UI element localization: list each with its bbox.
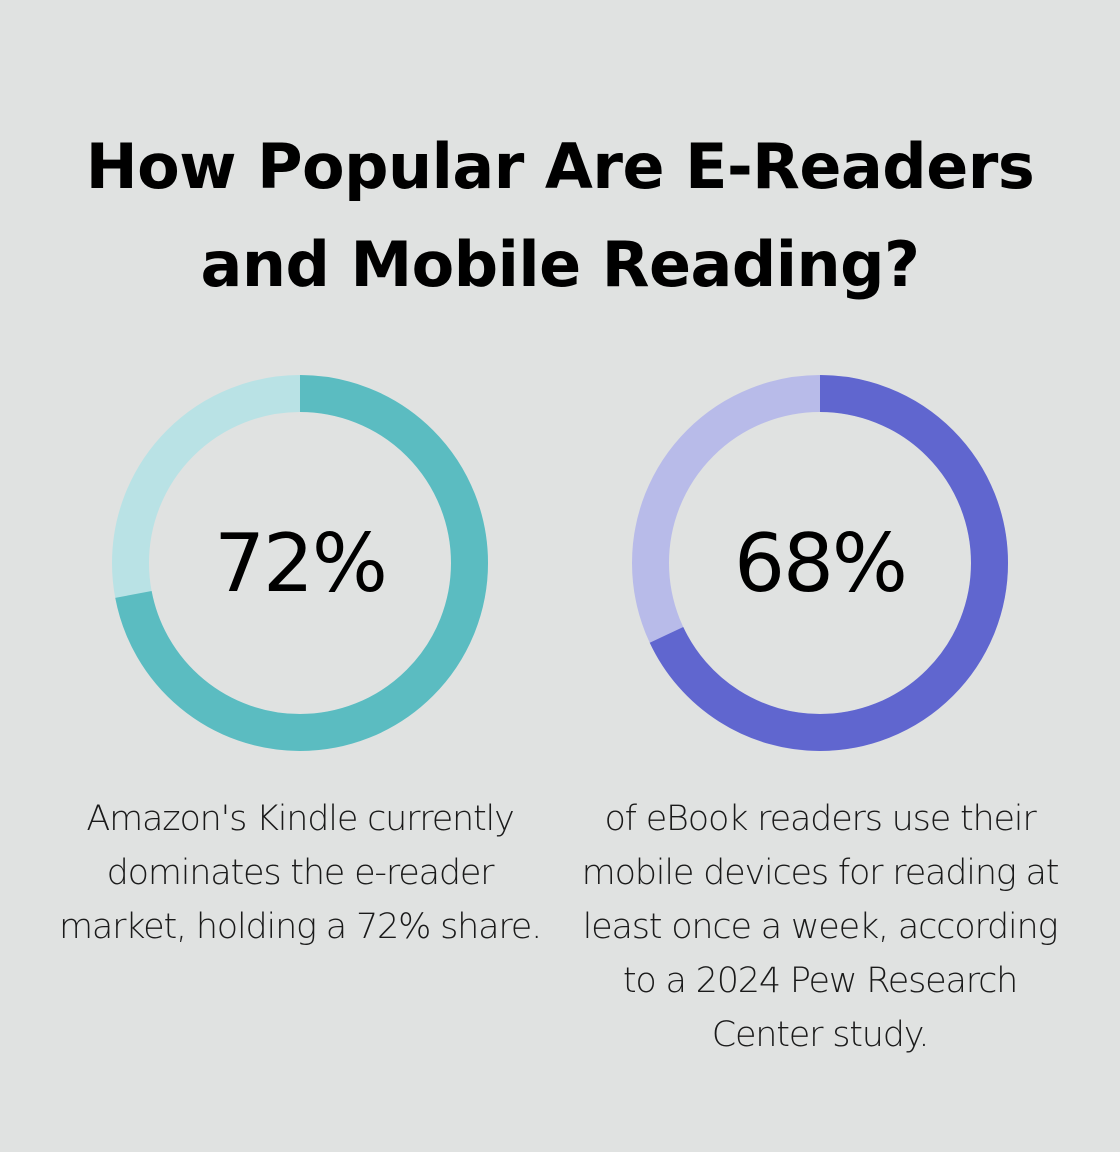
stat-value: 68% — [734, 516, 908, 610]
donut-chart-kindle: 72% — [112, 375, 488, 751]
title-line-2: and Mobile Reading? — [200, 228, 921, 301]
donut-ring — [112, 375, 488, 751]
title-line-1: How Popular Are E-Readers — [85, 130, 1035, 203]
page-title: How Popular Are E-Readers and Mobile Rea… — [0, 118, 1120, 314]
stat-description-mobile-reading: of eBook readers use their mobile device… — [581, 799, 1060, 1055]
stat-value: 72% — [214, 516, 388, 610]
donut-ring — [632, 375, 1008, 751]
stat-description-kindle: Amazon's Kindle currently dominates the … — [58, 799, 542, 947]
donut-chart-mobile-reading: 68% — [632, 375, 1008, 751]
